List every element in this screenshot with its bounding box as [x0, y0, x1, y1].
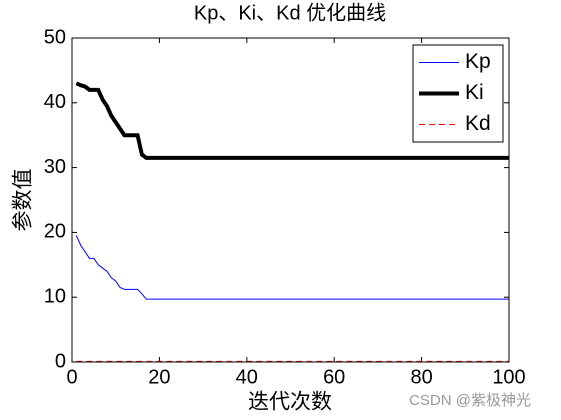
x-axis-label: 迭代次数 — [248, 391, 332, 414]
legend-label: Ki — [465, 81, 484, 104]
x-tick-label: 20 — [148, 366, 170, 388]
y-tick-label: 0 — [55, 350, 66, 372]
chart-title: Kp、Ki、Kd 优化曲线 — [194, 1, 386, 24]
series-line — [75, 235, 509, 300]
x-tick-label: 0 — [66, 366, 77, 388]
x-tick-label: 100 — [492, 366, 525, 388]
y-axis-label: 参数值 — [12, 169, 35, 232]
y-tick-label: 30 — [44, 156, 66, 178]
legend-label: Kd — [465, 112, 491, 135]
series-line — [75, 81, 509, 160]
y-tick-label: 20 — [44, 221, 66, 243]
y-tick-label: 50 — [44, 26, 66, 48]
x-tick-label: 60 — [323, 366, 345, 388]
x-tick-label: 40 — [236, 366, 258, 388]
plot-frame — [71, 37, 510, 363]
x-tick-label: 80 — [410, 366, 432, 388]
watermark: CSDN @紫极神光 — [409, 392, 531, 409]
y-tick-label: 10 — [44, 285, 66, 307]
y-tick-label: 40 — [44, 91, 66, 113]
legend-label: Kp — [465, 50, 491, 73]
